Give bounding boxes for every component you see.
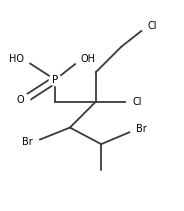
Text: P: P bbox=[52, 75, 58, 85]
Text: Br: Br bbox=[136, 124, 147, 134]
Text: Br: Br bbox=[22, 137, 33, 147]
Text: Cl: Cl bbox=[147, 21, 157, 31]
Text: OH: OH bbox=[81, 54, 96, 65]
Text: Cl: Cl bbox=[132, 97, 142, 107]
Circle shape bbox=[27, 137, 39, 148]
Text: HO: HO bbox=[9, 54, 24, 65]
Circle shape bbox=[130, 123, 142, 135]
Circle shape bbox=[49, 74, 61, 86]
Circle shape bbox=[127, 96, 138, 108]
Circle shape bbox=[18, 54, 30, 65]
Circle shape bbox=[75, 54, 87, 65]
Circle shape bbox=[18, 94, 30, 106]
Text: O: O bbox=[16, 95, 24, 105]
Circle shape bbox=[141, 20, 153, 32]
